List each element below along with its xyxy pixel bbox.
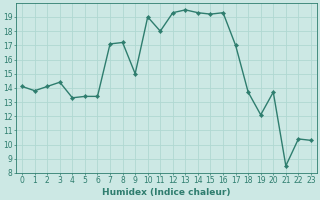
X-axis label: Humidex (Indice chaleur): Humidex (Indice chaleur) [102, 188, 231, 197]
